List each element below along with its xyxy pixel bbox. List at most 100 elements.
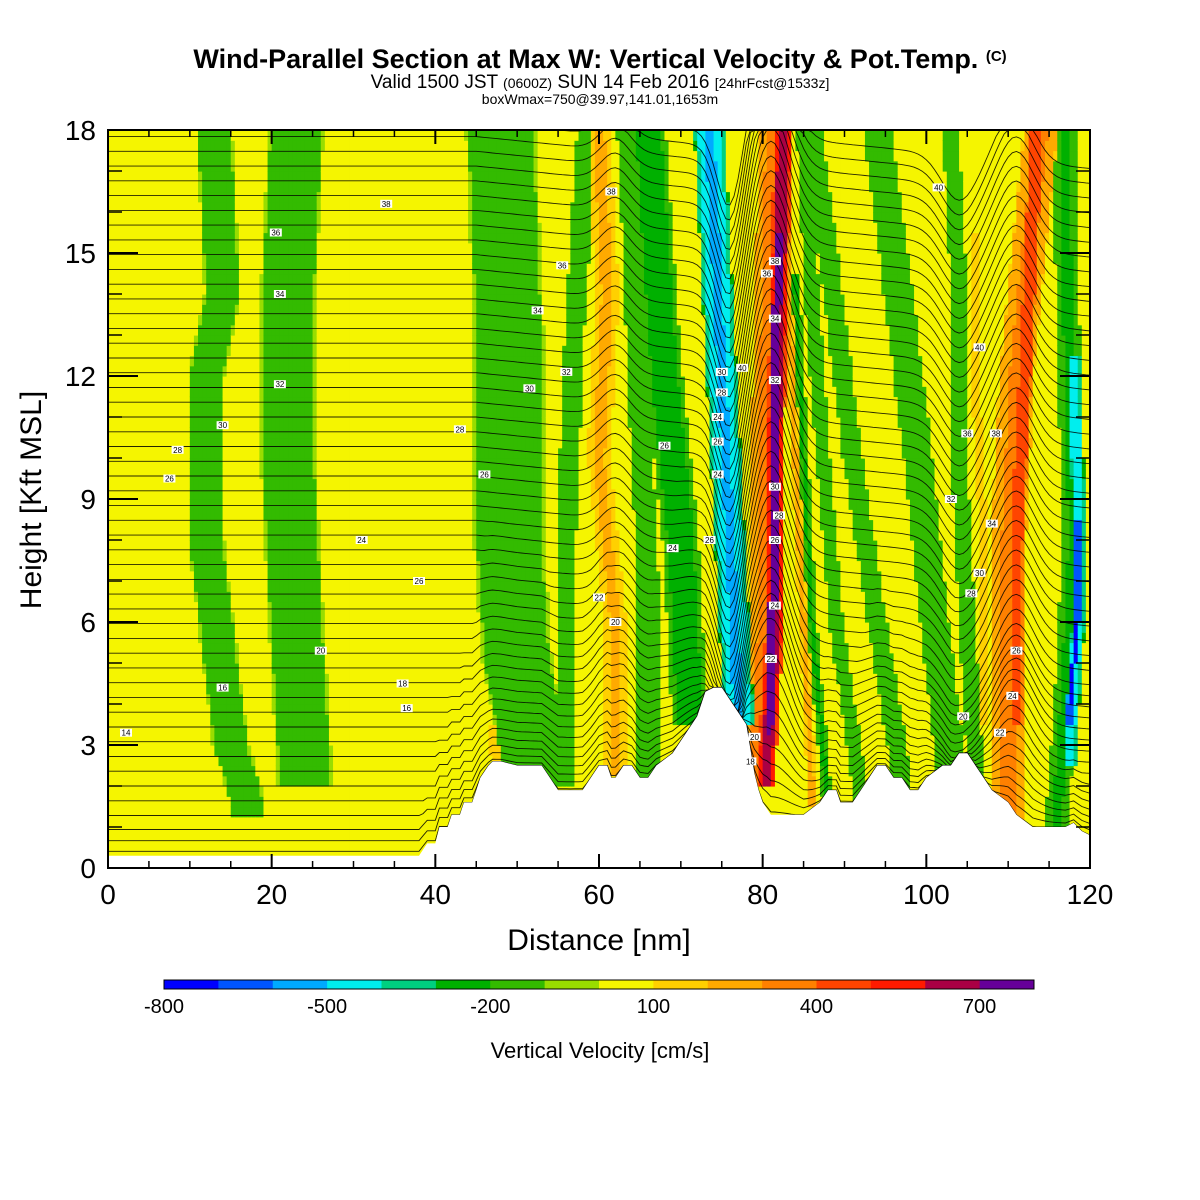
field-cell [124, 243, 129, 254]
field-cell [247, 181, 252, 192]
field-cell [288, 427, 293, 438]
field-cell [362, 786, 367, 797]
field-cell [218, 294, 223, 305]
field-cell [251, 643, 256, 654]
field-cell [354, 448, 359, 459]
field-cell [378, 735, 383, 746]
field-cell [137, 366, 142, 377]
field-cell [194, 417, 199, 428]
field-cell [300, 345, 305, 356]
field-cell [255, 263, 260, 274]
field-cell [378, 130, 383, 141]
field-cell [227, 366, 232, 377]
field-cell [214, 499, 219, 510]
field-cell [165, 140, 170, 151]
field-cell [128, 540, 133, 551]
field-cell [239, 581, 244, 592]
field-cell [190, 602, 195, 613]
field-cell [292, 643, 297, 654]
field-cell [145, 468, 150, 479]
field-cell [329, 325, 334, 336]
field-cell [243, 274, 248, 285]
field-cell [308, 407, 313, 418]
field-cell [239, 520, 244, 531]
field-cell [329, 171, 334, 182]
field-cell [120, 356, 125, 367]
field-cell [202, 417, 207, 428]
field-cell [186, 202, 191, 213]
field-cell [284, 653, 289, 664]
field-cell [386, 632, 391, 643]
field-cell [296, 653, 301, 664]
field-cell [345, 704, 350, 715]
field-cell [345, 796, 350, 807]
field-cell [227, 202, 232, 213]
field-cell [268, 581, 273, 592]
field-cell [362, 212, 367, 223]
field-cell [284, 315, 289, 326]
field-cell [333, 786, 338, 797]
field-cell [133, 653, 138, 664]
field-cell [165, 284, 170, 295]
field-cell [161, 315, 166, 326]
field-cell [378, 140, 383, 151]
field-cell [198, 694, 203, 705]
field-cell [382, 591, 387, 602]
field-cell [235, 233, 240, 244]
field-cell [259, 714, 264, 725]
field-cell [112, 837, 117, 848]
field-cell [300, 356, 305, 367]
field-cell [214, 130, 219, 141]
field-cell [133, 499, 138, 510]
field-cell [341, 181, 346, 192]
field-cell [231, 499, 236, 510]
field-cell [214, 561, 219, 572]
field-cell [223, 653, 228, 664]
field-cell [321, 602, 326, 613]
field-cell [263, 643, 268, 654]
field-cell [251, 427, 256, 438]
field-cell [247, 407, 252, 418]
field-cell [259, 448, 264, 459]
field-cell [116, 602, 121, 613]
field-cell [304, 632, 309, 643]
field-cell [190, 714, 195, 725]
field-cell [169, 827, 174, 838]
field-cell [124, 448, 129, 459]
field-cell [218, 837, 223, 848]
field-cell [255, 356, 260, 367]
field-cell [169, 714, 174, 725]
field-cell [333, 222, 338, 233]
field-cell [231, 827, 236, 838]
field-cell [362, 407, 367, 418]
field-cell [268, 591, 273, 602]
field-cell [280, 735, 285, 746]
field-cell [169, 263, 174, 274]
field-cell [366, 735, 371, 746]
field-cell [370, 315, 375, 326]
field-cell [231, 427, 236, 438]
field-cell [304, 602, 309, 613]
field-cell [325, 827, 330, 838]
field-cell [321, 356, 326, 367]
field-cell [263, 427, 268, 438]
field-cell [337, 479, 342, 490]
field-cell [235, 735, 240, 746]
field-cell [214, 653, 219, 664]
field-cell [354, 786, 359, 797]
field-cell [128, 786, 133, 797]
field-cell [321, 284, 326, 295]
field-cell [145, 540, 150, 551]
field-cell [284, 571, 289, 582]
field-cell [178, 632, 183, 643]
field-cell [116, 643, 121, 654]
field-cell [259, 458, 264, 469]
field-cell [128, 643, 133, 654]
field-cell [255, 550, 260, 561]
field-cell [292, 233, 297, 244]
field-cell [210, 643, 215, 654]
field-cell [292, 212, 297, 223]
field-cell [186, 325, 191, 336]
field-cell [128, 151, 133, 162]
field-cell [133, 684, 138, 695]
